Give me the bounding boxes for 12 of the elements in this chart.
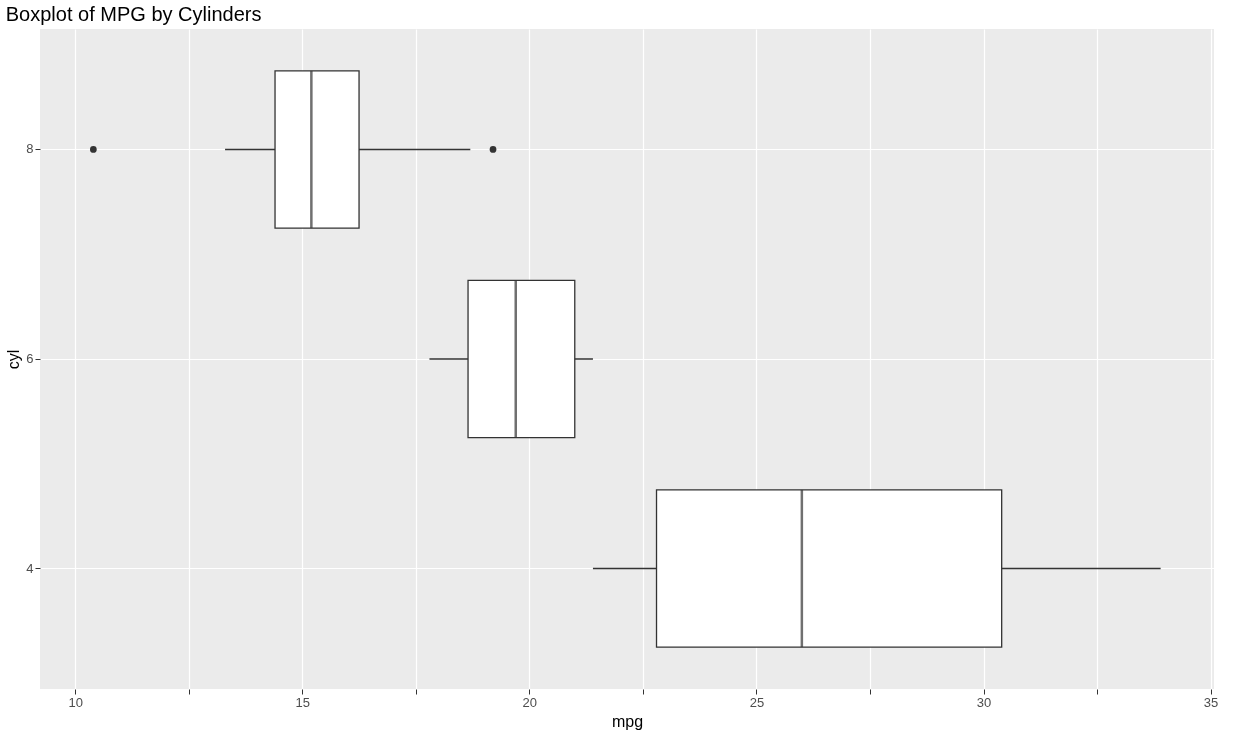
y-tick-label: 6	[26, 351, 34, 366]
chart-title: Boxplot of MPG by Cylinders	[5, 3, 262, 25]
x-tick-label: 15	[295, 694, 311, 710]
x-tick-label: 10	[68, 694, 83, 710]
x-tick-label: 20	[522, 694, 538, 710]
y-axis-title: cyl	[5, 349, 23, 370]
x-tick-label: 25	[749, 694, 765, 710]
y-tick-label: 8	[26, 141, 34, 157]
x-axis-title: mpg	[611, 712, 644, 730]
x-tick-label: 35	[1203, 694, 1219, 710]
y-tick-label: 4	[26, 560, 34, 576]
x-tick-label: 30	[976, 694, 992, 710]
